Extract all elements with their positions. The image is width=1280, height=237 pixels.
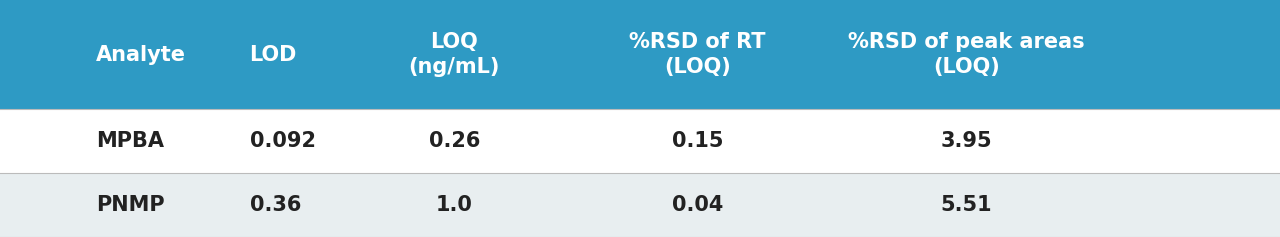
- Text: MPBA: MPBA: [96, 131, 164, 151]
- Bar: [0, 173, 1280, 237]
- Text: 0.36: 0.36: [250, 195, 301, 215]
- Bar: [0, 173, 1280, 237]
- Text: 0.092: 0.092: [250, 131, 316, 151]
- Text: PNMP: PNMP: [96, 195, 165, 215]
- Bar: [0, 109, 1280, 173]
- Text: 5.51: 5.51: [941, 195, 992, 215]
- Text: LOD: LOD: [250, 45, 297, 64]
- Bar: [0, 0, 1280, 109]
- Text: %RSD of peak areas
(LOQ): %RSD of peak areas (LOQ): [849, 32, 1084, 77]
- Text: Analyte: Analyte: [96, 45, 186, 64]
- Text: LOQ
(ng/mL): LOQ (ng/mL): [408, 32, 500, 77]
- Text: 0.26: 0.26: [429, 131, 480, 151]
- Text: 0.15: 0.15: [672, 131, 723, 151]
- Text: 0.04: 0.04: [672, 195, 723, 215]
- Text: %RSD of RT
(LOQ): %RSD of RT (LOQ): [630, 32, 765, 77]
- Text: 3.95: 3.95: [941, 131, 992, 151]
- Text: 1.0: 1.0: [436, 195, 472, 215]
